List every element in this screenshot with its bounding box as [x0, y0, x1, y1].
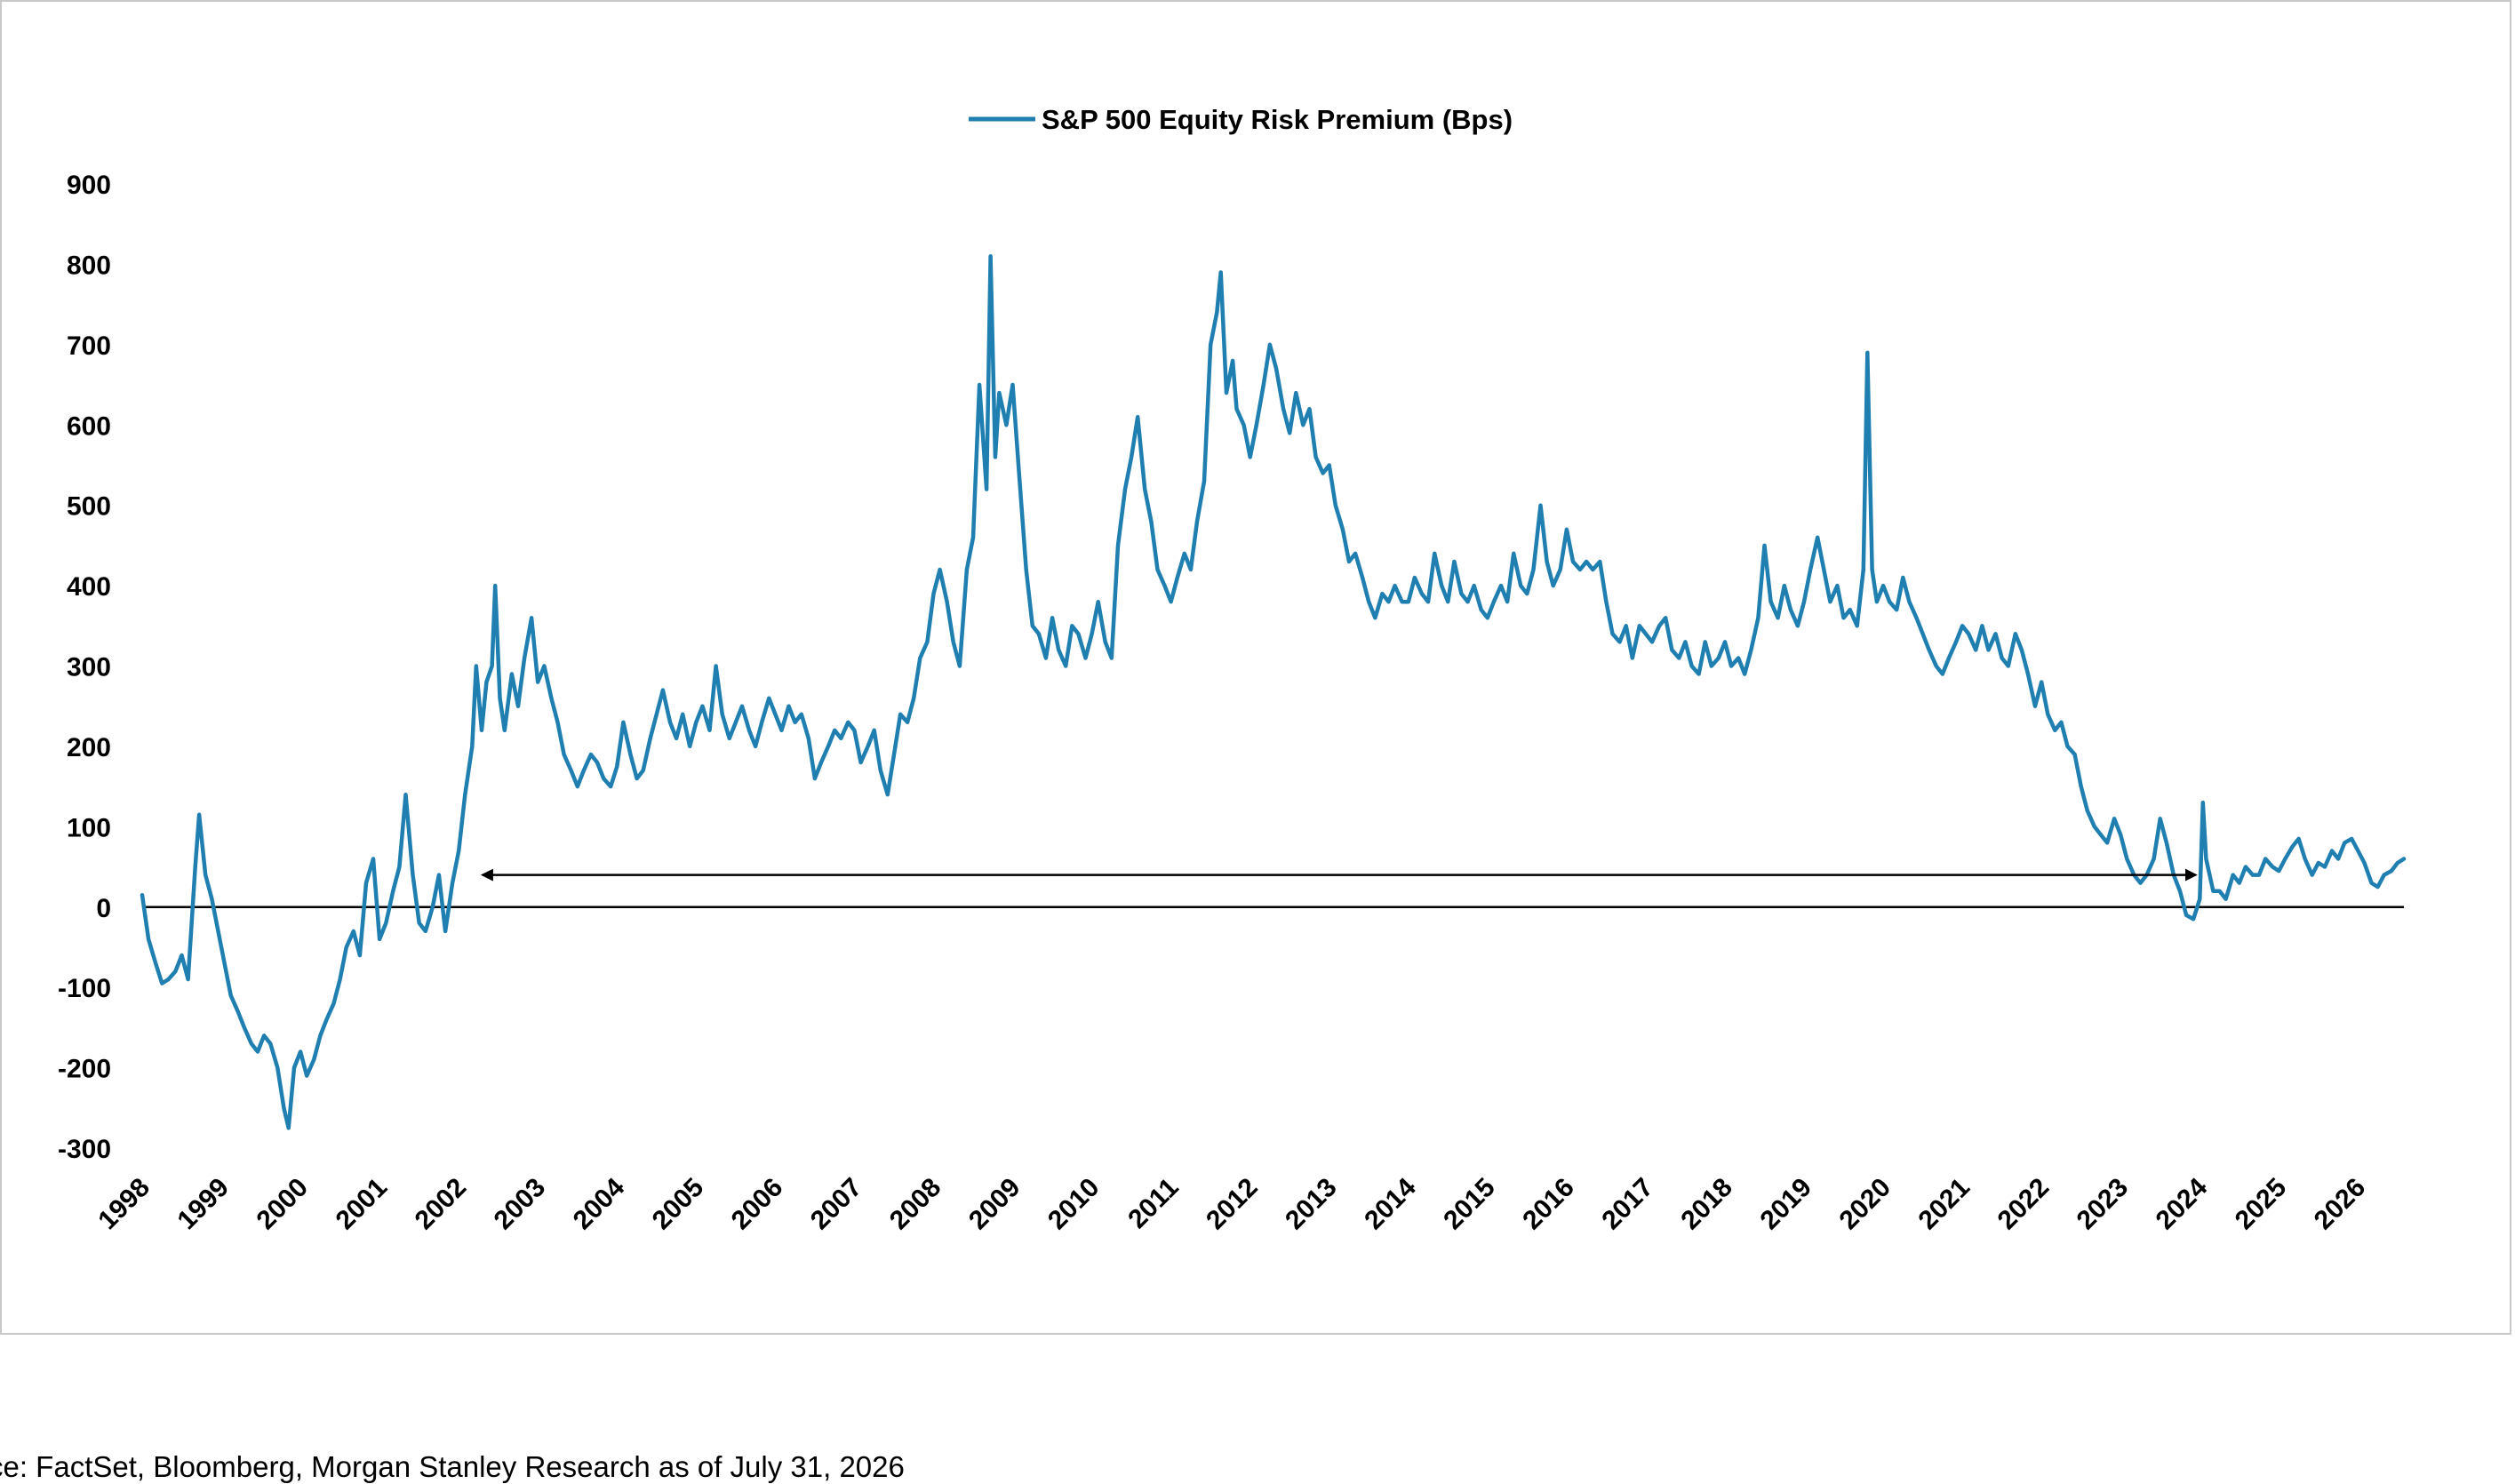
x-tick-label: 2025 — [2230, 1173, 2293, 1236]
y-tick-label: 900 — [67, 171, 111, 200]
x-tick-label: 2026 — [2309, 1173, 2372, 1236]
x-tick-label: 2012 — [1201, 1173, 1264, 1236]
x-tick-label: 2024 — [2151, 1172, 2214, 1235]
x-tick-label: 2018 — [1675, 1173, 1738, 1236]
equity-risk-premium-chart: S&P 500 Equity Risk Premium (Bps) 900 800… — [58, 104, 2407, 1235]
x-tick-label: 2021 — [1913, 1173, 1976, 1236]
x-tick-label: 2011 — [1122, 1173, 1184, 1234]
legend: S&P 500 Equity Risk Premium (Bps) — [969, 104, 1513, 135]
x-tick-label: 1998 — [92, 1173, 156, 1236]
y-tick-label: 200 — [67, 733, 111, 762]
x-tick-label: 2001 — [331, 1173, 394, 1236]
y-tick-label: 300 — [67, 653, 111, 682]
y-tick-label: -100 — [58, 974, 111, 1003]
x-tick-label: 2013 — [1280, 1173, 1343, 1236]
x-tick-label: 2008 — [884, 1173, 947, 1236]
x-tick-label: 2009 — [963, 1173, 1026, 1236]
source-note: rce: FactSet, Bloomberg, Morgan Stanley … — [0, 1450, 905, 1483]
legend-label: S&P 500 Equity Risk Premium (Bps) — [1042, 104, 1513, 135]
y-tick-label: -200 — [58, 1055, 111, 1084]
x-tick-label: 2022 — [1992, 1173, 2056, 1236]
x-tick-label: 2005 — [647, 1173, 710, 1236]
x-tick-label: 2002 — [410, 1173, 473, 1236]
x-tick-label: 2017 — [1596, 1173, 1659, 1236]
y-tick-label: 0 — [96, 894, 111, 923]
x-tick-label: 2014 — [1359, 1172, 1422, 1235]
x-tick-label: 2020 — [1833, 1173, 1896, 1236]
y-tick-label: 400 — [67, 572, 111, 602]
x-tick-label: 2007 — [805, 1173, 868, 1236]
series-line-equity-risk-premium — [140, 254, 2407, 1130]
x-tick-label: 2023 — [2072, 1173, 2135, 1236]
y-tick-label: 600 — [67, 411, 111, 441]
chart-frame — [0, 0, 2511, 1335]
y-tick-label: 100 — [67, 813, 111, 842]
x-axis-labels: 1998 1999 2000 2001 2002 2003 2004 2005 2006 2007… — [92, 1172, 2371, 1235]
y-tick-label: -300 — [58, 1135, 111, 1164]
y-tick-label: 800 — [67, 251, 111, 280]
x-tick-label: 2003 — [489, 1173, 552, 1236]
y-tick-label: 500 — [67, 492, 111, 522]
x-tick-label: 2006 — [726, 1173, 789, 1236]
x-tick-label: 2019 — [1754, 1173, 1817, 1236]
y-axis-labels: 900 800 700 600 500 400 300 200 100 0 -100 -200 -300 — [58, 171, 111, 1164]
x-tick-label: 2015 — [1438, 1173, 1501, 1236]
x-tick-label: 2004 — [568, 1172, 631, 1235]
x-tick-label: 2010 — [1042, 1173, 1106, 1236]
y-tick-label: 700 — [67, 331, 111, 361]
x-tick-label: 2000 — [252, 1173, 315, 1236]
x-tick-label: 1999 — [172, 1173, 235, 1236]
x-tick-label: 2016 — [1517, 1173, 1580, 1236]
